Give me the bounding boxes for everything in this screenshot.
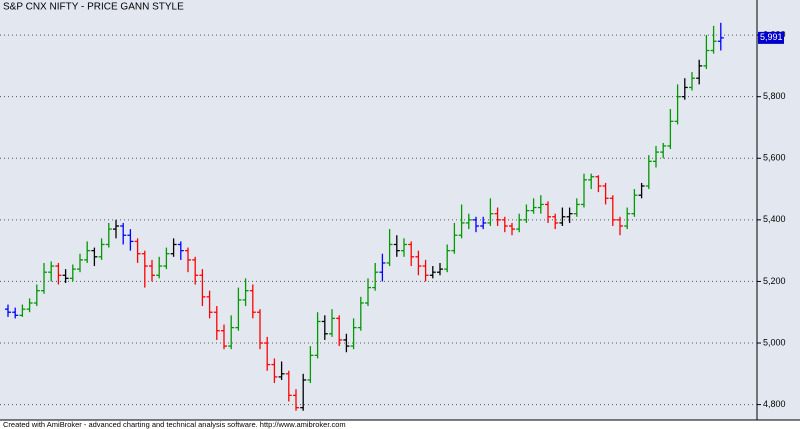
axis-area [757, 0, 800, 420]
y-tick-label: 5,600 [763, 153, 786, 163]
y-tick-label: 5,400 [763, 214, 786, 224]
y-tick-label: 5,800 [763, 91, 786, 101]
last-price-label: 5,991 [760, 32, 783, 42]
footer: Created with AmiBroker - advanced charti… [3, 420, 346, 429]
y-tick-label: 5,200 [763, 276, 786, 286]
y-tick-label: 4,800 [763, 399, 786, 409]
plot-area [0, 0, 757, 420]
chart-title: S&P CNX NIFTY - PRICE GANN STYLE [3, 2, 184, 13]
y-tick-label: 5,000 [763, 337, 786, 347]
last-price-box [758, 31, 784, 44]
